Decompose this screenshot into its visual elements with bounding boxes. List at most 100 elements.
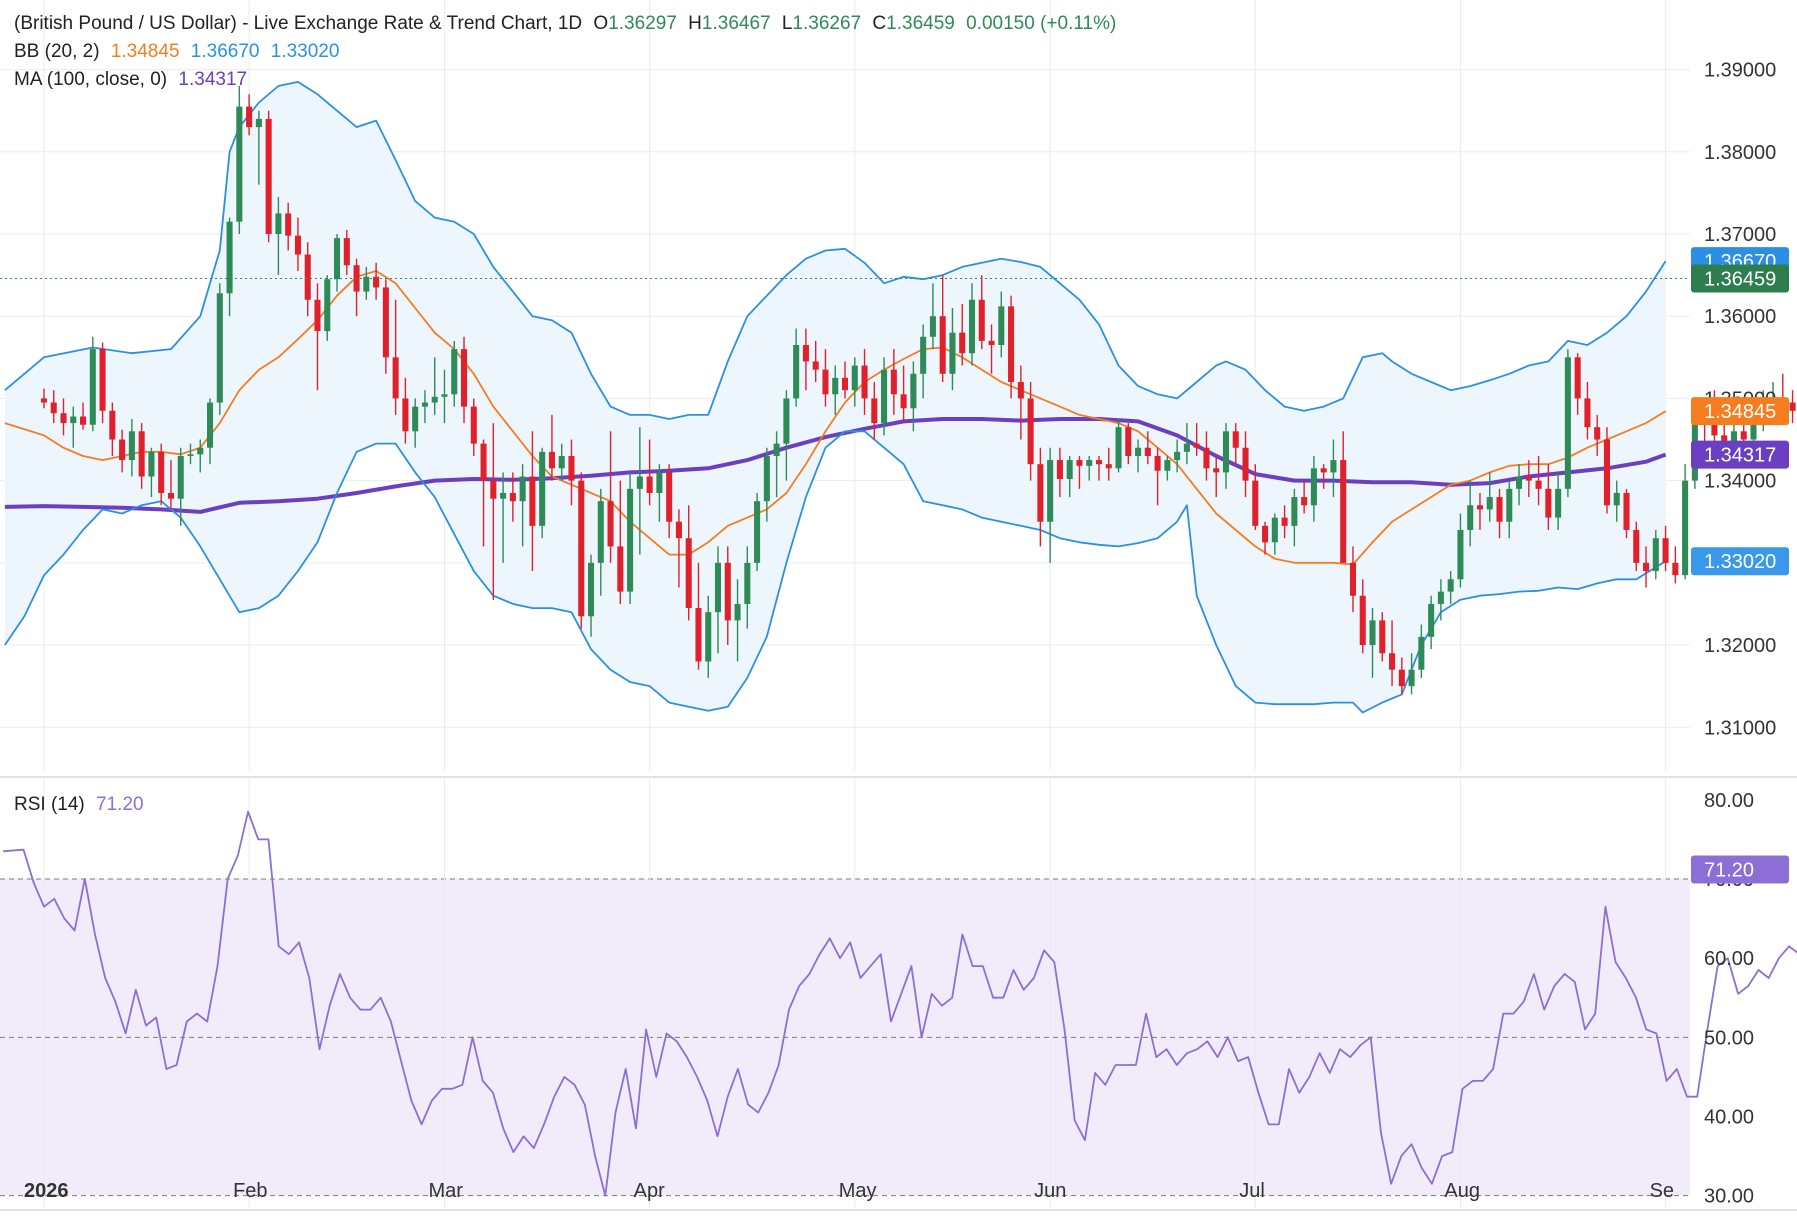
candle[interactable] — [509, 472, 516, 522]
candle[interactable] — [754, 492, 761, 572]
candle[interactable] — [402, 377, 409, 444]
candle[interactable] — [226, 217, 233, 317]
candle[interactable] — [1613, 480, 1620, 522]
candle[interactable] — [1193, 423, 1200, 456]
candle[interactable] — [773, 431, 780, 498]
candle[interactable] — [1183, 423, 1190, 465]
candle[interactable] — [666, 464, 673, 539]
candle[interactable] — [421, 390, 428, 424]
candle[interactable] — [1135, 439, 1142, 473]
candle[interactable] — [959, 303, 966, 366]
candle[interactable] — [881, 357, 888, 436]
candle[interactable] — [1213, 455, 1220, 498]
candle[interactable] — [1340, 431, 1347, 563]
candle[interactable] — [1623, 488, 1630, 539]
candle[interactable] — [1584, 381, 1591, 440]
candle[interactable] — [714, 546, 722, 654]
candle[interactable] — [1564, 349, 1571, 498]
candle[interactable] — [1467, 480, 1474, 547]
candle[interactable] — [890, 349, 897, 415]
candle[interactable] — [998, 291, 1005, 358]
candle[interactable] — [802, 328, 809, 391]
candle[interactable] — [607, 431, 614, 563]
candle[interactable] — [500, 472, 507, 563]
ma-legend[interactable]: MA (100, close, 0) 1.34317 — [14, 69, 253, 91]
candle[interactable] — [920, 324, 927, 399]
candle[interactable] — [1643, 546, 1650, 588]
candle[interactable] — [99, 342, 106, 424]
candle[interactable] — [988, 324, 995, 374]
candle[interactable] — [519, 464, 526, 547]
candle[interactable] — [1164, 455, 1171, 481]
candle[interactable] — [50, 390, 57, 424]
candle[interactable] — [861, 349, 868, 415]
candle[interactable] — [1222, 423, 1230, 489]
candle[interactable] — [1056, 447, 1063, 498]
candle[interactable] — [314, 283, 321, 391]
candle[interactable] — [1525, 460, 1532, 498]
candle[interactable] — [294, 217, 301, 272]
candle[interactable] — [1154, 447, 1161, 506]
candle[interactable] — [558, 443, 565, 481]
rsi-legend[interactable]: RSI (14) 71.20 — [14, 794, 150, 816]
candle[interactable] — [1262, 521, 1269, 555]
candle[interactable] — [841, 361, 849, 399]
candle[interactable] — [1418, 624, 1425, 678]
candle[interactable] — [392, 299, 399, 415]
candle[interactable] — [1105, 447, 1112, 481]
candle[interactable] — [1652, 529, 1659, 580]
candle[interactable] — [1125, 423, 1132, 465]
candle[interactable] — [763, 447, 770, 522]
candle[interactable] — [1330, 439, 1337, 498]
candle[interactable] — [40, 388, 47, 409]
candle[interactable] — [128, 418, 135, 477]
candle[interactable] — [734, 579, 741, 662]
candle[interactable] — [636, 427, 643, 555]
candle[interactable] — [1359, 579, 1366, 654]
candle[interactable] — [216, 283, 223, 415]
candle[interactable] — [343, 229, 350, 276]
candle[interactable] — [900, 365, 907, 424]
candle[interactable] — [1486, 472, 1493, 522]
candle[interactable] — [1672, 546, 1679, 584]
candle[interactable] — [1369, 608, 1376, 678]
candle[interactable] — [1545, 464, 1552, 530]
bb-legend[interactable]: BB (20, 2) 1.34845 1.36670 1.33020 — [14, 41, 345, 63]
candle[interactable] — [382, 279, 389, 374]
candle[interactable] — [1301, 480, 1308, 514]
candle[interactable] — [1457, 513, 1464, 588]
candle[interactable] — [1291, 488, 1298, 547]
candle[interactable] — [1379, 612, 1386, 662]
candle[interactable] — [70, 406, 77, 448]
candle[interactable] — [460, 336, 468, 424]
candle[interactable] — [744, 546, 751, 629]
candle[interactable] — [109, 402, 116, 456]
candle[interactable] — [431, 357, 438, 415]
candle[interactable] — [1428, 595, 1435, 650]
candle[interactable] — [333, 234, 341, 292]
candle[interactable] — [1281, 505, 1288, 539]
candle[interactable] — [539, 447, 546, 539]
candle[interactable] — [363, 266, 370, 300]
candle[interactable] — [275, 197, 282, 276]
candle[interactable] — [1506, 480, 1513, 539]
candle[interactable] — [324, 275, 331, 341]
candle[interactable] — [1516, 464, 1523, 506]
candle[interactable] — [373, 262, 380, 300]
candle[interactable] — [1271, 513, 1278, 555]
candle[interactable] — [568, 439, 575, 506]
candle[interactable] — [148, 447, 155, 498]
candle[interactable] — [1095, 455, 1103, 481]
candle[interactable] — [1232, 423, 1239, 465]
candle[interactable] — [1408, 653, 1415, 695]
candle[interactable] — [1047, 447, 1054, 563]
candle[interactable] — [1437, 579, 1444, 621]
candle[interactable] — [490, 423, 497, 600]
candle[interactable] — [80, 402, 87, 430]
candle[interactable] — [451, 340, 458, 407]
candle[interactable] — [255, 110, 262, 185]
candle[interactable] — [1682, 464, 1689, 580]
candle[interactable] — [587, 554, 595, 637]
candle[interactable] — [1320, 464, 1327, 489]
